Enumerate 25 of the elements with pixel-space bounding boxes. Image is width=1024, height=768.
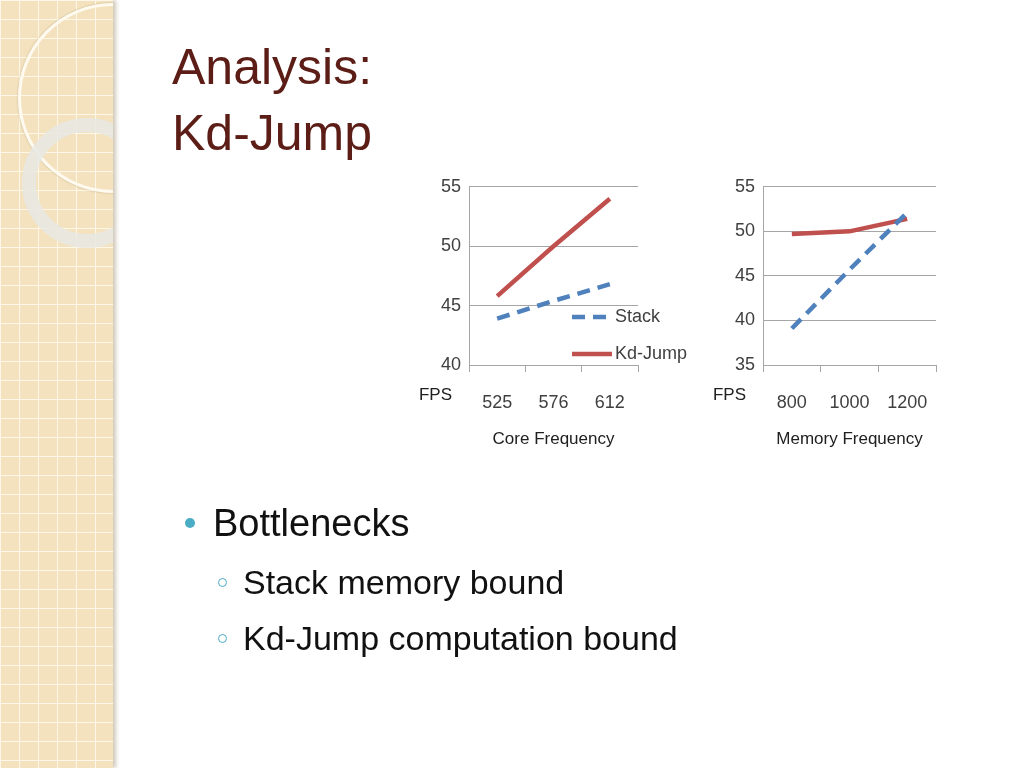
- y-tick-label: 35: [734, 353, 756, 374]
- y-tick-label: 55: [734, 175, 756, 196]
- y-tick-label: 40: [734, 309, 756, 330]
- text: Stack memory bound: [243, 562, 565, 602]
- text: Analysis: Kd-Jump: [172, 38, 374, 163]
- x-axis-title: Core Frequency: [492, 429, 615, 449]
- y-tick-label: 40: [440, 353, 462, 374]
- y-axis-title: FPS: [418, 384, 453, 404]
- x-tick-label: 612: [594, 391, 625, 412]
- x-axis-title: Memory Frequency: [776, 429, 924, 449]
- x-tick-label: 800: [776, 391, 807, 412]
- legend-label: Kd-Jump: [615, 342, 688, 363]
- y-tick-label: 50: [440, 235, 462, 256]
- y-tick-label: 45: [734, 264, 756, 285]
- legend-label: Stack: [615, 305, 662, 326]
- y-tick-label: 55: [440, 175, 462, 196]
- text: Kd-Jump computation bound: [243, 618, 678, 658]
- text: Bottlenecks: [213, 501, 410, 545]
- x-tick-label: 525: [482, 391, 513, 412]
- y-tick-label: 50: [734, 220, 756, 241]
- x-tick-label: 1000: [829, 391, 870, 412]
- y-axis-title: FPS: [712, 384, 747, 404]
- x-tick-label: 1200: [887, 391, 928, 412]
- x-tick-label: 576: [538, 391, 569, 412]
- y-tick-label: 45: [440, 294, 462, 315]
